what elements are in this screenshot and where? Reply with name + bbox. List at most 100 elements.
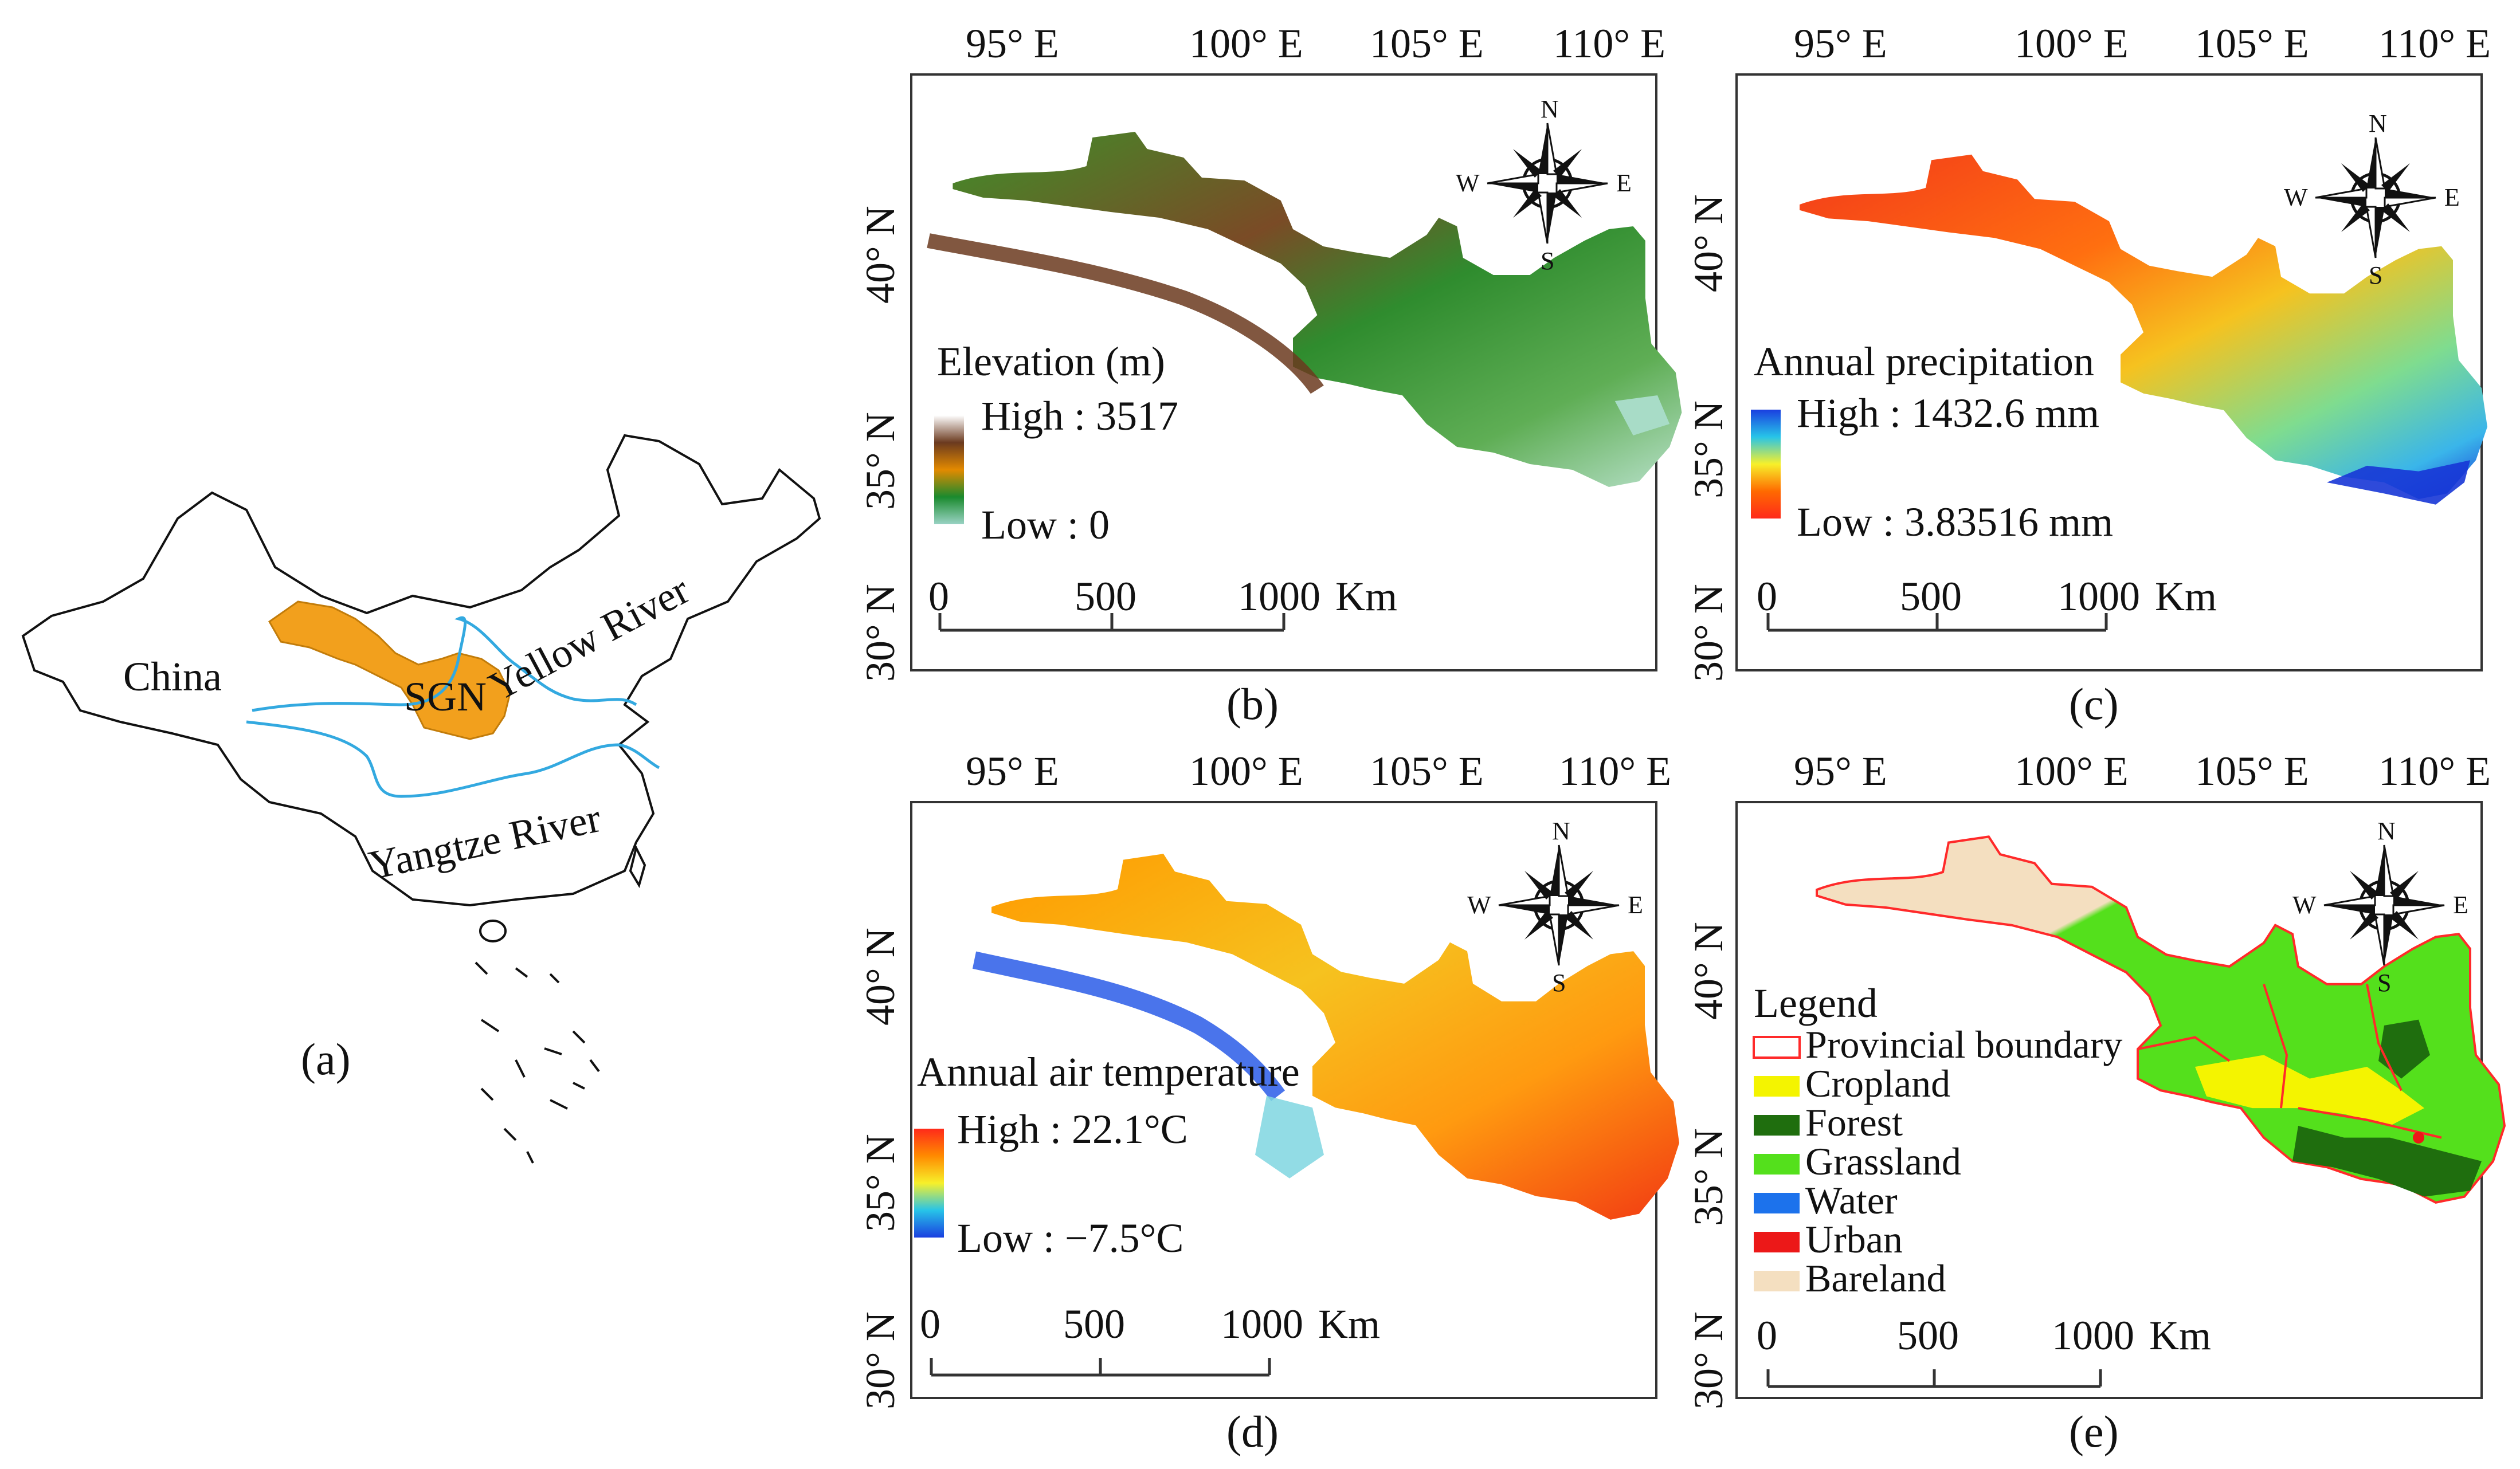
landcover-legend: Provincial boundaryCroplandForestGrassla… <box>1753 1023 2122 1300</box>
panel-b-caption: (b) <box>1226 679 1279 729</box>
china-map-panel: China SGN Yellow River Yangtze River (a) <box>21 434 821 1164</box>
lat-tick: 30° N <box>857 1311 903 1409</box>
compass-s: S <box>2369 261 2382 289</box>
hainan-island <box>479 920 507 942</box>
taiwan-island <box>629 845 646 888</box>
lat-tick: 40° N <box>1686 922 1731 1020</box>
panel-d: 95° E 100° E 105° E 110° E 40° N 35° N 3… <box>857 748 1679 1456</box>
scale-bar: 0 500 1000 Km <box>1757 1313 2211 1388</box>
south-china-sea-islands <box>475 961 600 1164</box>
compass-rose: N S E W <box>2284 109 2460 289</box>
legend-title: Legend <box>1754 980 1878 1026</box>
legend-low: Low : −7.5°C <box>957 1215 1183 1261</box>
compass-n: N <box>1552 817 1570 845</box>
lat-tick: 40° N <box>857 928 903 1026</box>
lat-ticks: 40° N 35° N 30° N <box>857 928 903 1409</box>
scale-label: 1000 <box>1238 574 1320 619</box>
scale-bar: 0 500 1000 Km <box>920 1301 1380 1377</box>
compass-rose: N S E W <box>1456 95 1632 275</box>
legend-swatch <box>1754 1271 1800 1291</box>
yellow-river <box>252 616 637 712</box>
scale-label: 500 <box>1075 574 1136 619</box>
compass-e: E <box>2444 183 2460 211</box>
lat-tick: 35° N <box>1686 400 1731 498</box>
scale-label: 1000 <box>1221 1301 1303 1347</box>
lon-tick: 100° E <box>1189 748 1303 794</box>
compass-s: S <box>1541 247 1554 275</box>
lat-tick: 35° N <box>857 412 903 510</box>
lat-tick: 35° N <box>1686 1128 1731 1226</box>
legend-high: High : 22.1°C <box>957 1106 1188 1152</box>
lat-tick: 30° N <box>1686 584 1731 682</box>
panel-e: 95° E 100° E 105° E 110° E 40° N 35° N 3… <box>1686 748 2505 1456</box>
lat-ticks: 40° N 35° N 30° N <box>1686 194 1731 682</box>
compass-n: N <box>1541 95 1559 123</box>
yangtze-river-label: Yangtze River <box>365 795 605 889</box>
lon-ticks: 95° E 100° E 105° E 110° E <box>1794 748 2491 794</box>
panel-d-caption: (d) <box>1226 1407 1279 1456</box>
legend-label: Water <box>1805 1179 1898 1222</box>
legend-swatch <box>1754 1232 1800 1252</box>
panel-e-caption: (e) <box>2069 1407 2119 1456</box>
legend-high: High : 3517 <box>981 393 1178 439</box>
compass-w: W <box>1467 891 1491 919</box>
provincial-boundaries <box>2137 984 2442 1139</box>
lon-ticks: 95° E 100° E 105° E 110° E <box>966 748 1671 794</box>
legend-label: Bareland <box>1805 1256 1946 1300</box>
yellow-river-label: Yellow River <box>481 567 696 710</box>
legend-low: Low : 3.83516 mm <box>1797 499 2113 545</box>
lon-tick: 95° E <box>1794 748 1887 794</box>
legend-label: Cropland <box>1805 1062 1950 1105</box>
legend-label: Forest <box>1805 1101 1903 1144</box>
scale-label: 500 <box>1900 574 1962 619</box>
legend-label: Grassland <box>1805 1140 1961 1183</box>
scale-label: 1000 <box>2052 1313 2134 1358</box>
lon-tick: 100° E <box>2015 748 2129 794</box>
lon-tick: 105° E <box>2195 748 2309 794</box>
scale-label: 0 <box>1757 1313 1777 1358</box>
panel-a-caption: (a) <box>301 1034 351 1084</box>
legend-title: Elevation (m) <box>937 339 1165 384</box>
lat-tick: 40° N <box>1686 194 1731 292</box>
cold-mountain-belt <box>972 951 1285 1101</box>
forest-patch-north <box>2378 1019 2430 1079</box>
yangtze-river <box>246 720 660 798</box>
scale-label: 0 <box>1757 574 1777 619</box>
compass-e: E <box>2453 891 2468 919</box>
compass-s: S <box>1552 969 1566 997</box>
legend-swatch <box>1754 1154 1800 1175</box>
region-label: SGN <box>404 674 487 720</box>
lon-tick: 105° E <box>1370 21 1484 66</box>
legend-label: Provincial boundary <box>1805 1023 2122 1066</box>
scale-label: 0 <box>928 574 949 619</box>
scale-unit: Km <box>1318 1301 1380 1347</box>
lat-tick: 40° N <box>857 206 903 304</box>
lat-tick: 30° N <box>857 584 903 682</box>
compass-rose: N S E W <box>1467 817 1643 997</box>
panel-b: 95° E 100° E 105° E 110° E 40° N 35° N 3… <box>857 21 1682 729</box>
lowland-area <box>1614 395 1670 435</box>
sgn-region <box>268 600 511 740</box>
compass-e: E <box>1616 169 1632 197</box>
urban-spot <box>2413 1132 2424 1144</box>
legend-swatch <box>1754 1115 1800 1136</box>
scale-label: 1000 <box>2057 574 2140 619</box>
panel-c-caption: (c) <box>2069 679 2119 729</box>
mountain-belt <box>927 233 1324 394</box>
legend-ramp <box>1751 410 1781 519</box>
legend-swatch <box>1753 1036 1801 1059</box>
scale-bar: 0 500 1000 Km <box>1757 574 2217 632</box>
lon-tick: 95° E <box>966 748 1059 794</box>
legend-swatch <box>1754 1193 1800 1213</box>
cropland-patch <box>2195 1055 2424 1126</box>
legend-ramp <box>914 1129 944 1238</box>
lat-ticks: 40° N 35° N 30° N <box>1686 922 1731 1409</box>
lon-tick: 110° E <box>1559 748 1671 794</box>
compass-s: S <box>2377 969 2391 997</box>
lon-tick: 110° E <box>2378 748 2491 794</box>
scale-bar: 0 500 1000 Km <box>928 574 1397 632</box>
country-label: China <box>123 654 222 700</box>
lon-ticks: 95° E 100° E 105° E 110° E <box>966 21 1665 66</box>
scale-label: 500 <box>1897 1313 1959 1358</box>
